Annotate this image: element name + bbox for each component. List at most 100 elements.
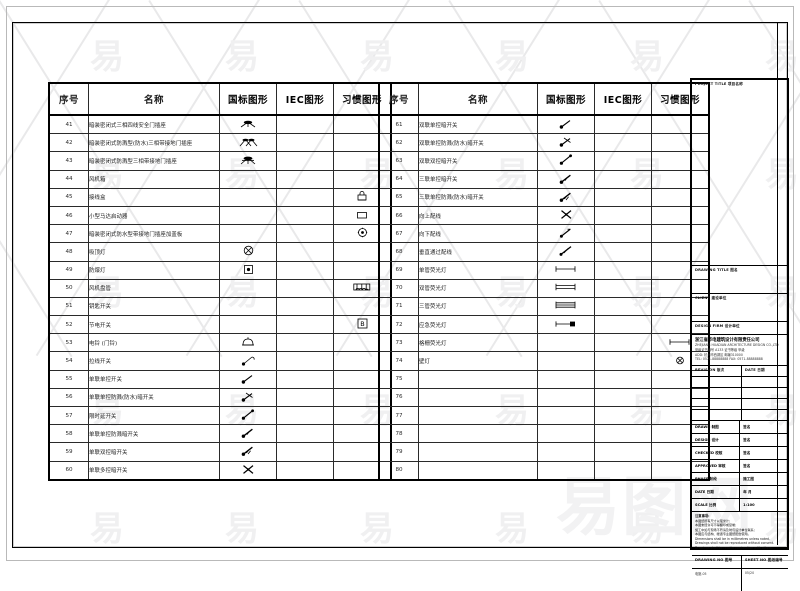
table-row: 71 三管荧光灯 [378, 296, 710, 317]
cell-name: 暗装密闭式防溅型三相带接地门插座 [88, 151, 220, 171]
cell-iec-symbol [594, 424, 652, 444]
cell-gb-symbol [537, 387, 595, 408]
cell-gb-symbol [537, 114, 595, 135]
cell-iec-symbol [276, 187, 334, 207]
cell-no: 72 [378, 315, 419, 335]
cell-gb-symbol [219, 205, 277, 226]
cell-name: 单联单控防溅(防水)暗开关 [88, 387, 220, 408]
cell-gb-symbol [537, 187, 595, 207]
cell-iec-symbol [594, 151, 652, 171]
cell-no: 73 [378, 333, 419, 353]
tb-revision-row [692, 388, 788, 399]
cell-name: 应急荧光灯 [418, 315, 538, 335]
table-row: 58 单联单控防溅暗开关 [48, 424, 392, 444]
cell-name: 单联多控暗开关 [88, 460, 220, 481]
cell-gb-symbol [219, 333, 277, 353]
cell-gb-symbol [219, 296, 277, 317]
cell-no: 68 [378, 242, 419, 262]
cell-name: 单联双控暗开关 [88, 442, 220, 462]
cell-gb-symbol [537, 405, 595, 426]
table-row: 52 节电开关 B [48, 315, 392, 335]
cell-name: 垂直通过配线 [418, 242, 538, 262]
header-iec: IEC图形 [594, 82, 652, 116]
cell-iec-symbol [594, 460, 652, 481]
cell-no: 70 [378, 278, 419, 298]
cell-gb-symbol [219, 387, 277, 408]
cell-iec-symbol [276, 278, 334, 298]
cell-iec-symbol [594, 260, 652, 280]
cell-gb-symbol [219, 151, 277, 171]
cell-custom-symbol [651, 442, 710, 462]
cell-no: 76 [378, 387, 419, 408]
cell-no: 47 [48, 224, 89, 244]
cell-no: 77 [378, 405, 419, 426]
table-row: 60 单联多控暗开关 [48, 460, 392, 481]
table-body-left: 41 暗装密闭式三相四线安全门插座 42 暗装密闭式防溅型(防水)三相带接地门插座 43… [48, 114, 392, 481]
cell-name: 暗装密闭式防水型带接地门插座加盖板 [88, 224, 220, 244]
tb-design-firm-name: 浙江省华电建筑设计有限责任公司 [695, 338, 760, 343]
symbol-table-right: 序号 名称 国标图形 IEC图形 习惯图形 61 双联单控暗开关 62 双联单控防溅(… [378, 82, 710, 481]
table-row: 45 接线盒 [48, 187, 392, 207]
header-gb: 国标图形 [219, 82, 277, 116]
cell-no: 45 [48, 187, 89, 207]
cell-name: 单联单控开关 [88, 369, 220, 389]
cell-name: 双管荧光灯 [418, 278, 538, 298]
cell-no: 79 [378, 442, 419, 462]
tb-sheet-no-label: SHEET NO 图纸编号 [744, 557, 783, 562]
header-name: 名称 [88, 82, 220, 116]
tb-field-row: SCALE 比例 1:100 [692, 499, 788, 512]
table-row: 79 [378, 442, 710, 462]
tb-field-row: CHECKED 校核 签名 [692, 447, 788, 460]
table-row: 76 [378, 387, 710, 408]
tb-revision-header: REVISION 版次 DATE 日期 [692, 366, 788, 377]
cell-name: 接线盒 [88, 187, 220, 207]
table-row: 65 三联单控防溅(防水)暗开关 [378, 187, 710, 207]
cell-no: 75 [378, 369, 419, 389]
cell-name: 三联单控防溅(防水)暗开关 [418, 187, 538, 207]
cell-gb-symbol [219, 133, 277, 153]
table-row: 77 [378, 405, 710, 426]
tb-field-row: DATE 日期 年 月 [692, 486, 788, 499]
cell-iec-symbol [594, 351, 652, 371]
table-row: 46 小型马达启动器 [48, 205, 392, 226]
table-row: 69 单管荧光灯 [378, 260, 710, 280]
cell-no: 41 [48, 114, 89, 135]
table-row: 47 暗装密闭式防水型带接地门插座加盖板 [48, 224, 392, 244]
cell-iec-symbol [594, 242, 652, 262]
header-iec: IEC图形 [276, 82, 334, 116]
cell-name: 风机盘管 [88, 278, 220, 298]
cell-no: 58 [48, 424, 89, 444]
cell-no: 78 [378, 424, 419, 444]
tb-notes: 注意事项: 本图纸所有尺寸以毫米计; 本图未经许可不得翻印或复制; 施工中如与现场不… [692, 512, 788, 556]
cell-name: 拉线开关 [88, 351, 220, 371]
table-header-row: 序号 名称 国标图形 IEC图形 习惯图形 [378, 82, 710, 116]
tb-note-line: 本图未经许可不得翻印或复制; [695, 523, 737, 528]
table-body-right: 61 双联单控暗开关 62 双联单控防溅(防水)暗开关 63 双联双控暗开关 64 三联单控暗… [378, 114, 710, 481]
cell-gb-symbol [537, 260, 595, 280]
table-row: 51 钥匙开关 [48, 296, 392, 317]
cell-iec-symbol [276, 369, 334, 389]
cell-name [418, 460, 538, 481]
cell-name: 钥匙开关 [88, 296, 220, 317]
cell-no: 54 [48, 351, 89, 371]
cell-gb-symbol [219, 460, 277, 481]
cell-iec-symbol [276, 133, 334, 153]
cell-custom-symbol [651, 460, 710, 481]
cell-gb-symbol [219, 278, 277, 298]
cell-iec-symbol [276, 424, 334, 444]
table-row: 61 双联单控暗开关 [378, 114, 710, 135]
cell-name [418, 405, 538, 426]
tb-drawing-title: DRAWING TITLE 图名 [692, 266, 788, 294]
tb-field-row: DESIGN 设计 签名 [692, 434, 788, 447]
cell-gb-symbol [219, 242, 277, 262]
table-header-row: 序号 名称 国标图形 IEC图形 习惯图形 [48, 82, 392, 116]
cell-iec-symbol [594, 114, 652, 135]
header-gb: 国标图形 [537, 82, 595, 116]
cell-iec-symbol [594, 387, 652, 408]
cell-name: 格栅荧光灯 [418, 333, 538, 353]
cell-gb-symbol [219, 260, 277, 280]
tb-field-value: 签名 [739, 421, 788, 433]
cell-name [418, 442, 538, 462]
tb-note-line: Drawings shall not be reproduced without… [695, 541, 775, 546]
